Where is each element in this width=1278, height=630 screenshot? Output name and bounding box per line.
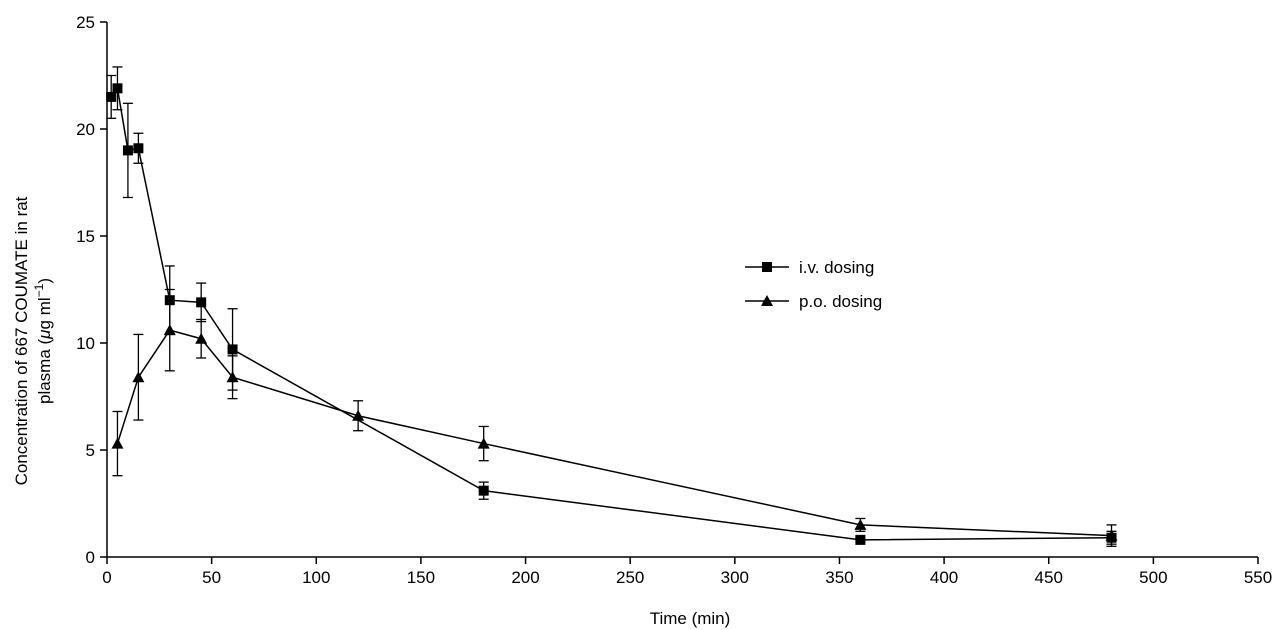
x-tick-label: 500	[1139, 568, 1167, 587]
data-point-po	[195, 332, 208, 344]
x-tick-label: 100	[302, 568, 330, 587]
legend-item-po: p.o. dosing	[745, 292, 882, 311]
x-tick-label: 250	[616, 568, 644, 587]
data-point-po	[132, 371, 145, 383]
x-tick-label: 150	[407, 568, 435, 587]
data-point-po	[1105, 529, 1118, 541]
legend-label-po: p.o. dosing	[799, 292, 882, 311]
data-point-iv	[196, 297, 207, 308]
data-point-iv	[478, 485, 489, 496]
data-point-po	[226, 371, 239, 383]
legend-marker-po	[761, 295, 773, 306]
y-tick-label: 5	[86, 441, 95, 460]
y-axis-title: Concentration of 667 COUMATE in rat plas…	[12, 196, 54, 485]
y-axis-title-line1: Concentration of 667 COUMATE in rat	[12, 196, 31, 485]
y-tick-label: 20	[76, 120, 95, 139]
data-point-iv	[106, 91, 117, 102]
data-point-iv	[227, 344, 238, 355]
data-point-po	[477, 437, 490, 449]
x-tick-label: 300	[721, 568, 749, 587]
y-tick-label: 25	[76, 13, 95, 32]
data-point-iv	[855, 534, 866, 545]
series-po	[111, 288, 1118, 547]
series-line-iv	[110, 86, 1112, 541]
x-tick-label: 400	[930, 568, 958, 587]
data-point-iv	[112, 83, 123, 94]
x-axis-title: Time (min)	[650, 609, 731, 628]
legend-label-iv: i.v. dosing	[799, 258, 874, 277]
y-axis-title-line2: plasma (μg ml−1)	[32, 278, 54, 404]
data-point-iv	[122, 145, 133, 156]
legend: i.v. dosing p.o. dosing	[745, 258, 882, 311]
y-tick-label: 0	[86, 548, 95, 567]
legend-item-iv: i.v. dosing	[745, 258, 874, 277]
data-point-po	[111, 437, 124, 449]
x-tick-label: 450	[1035, 568, 1063, 587]
data-point-po	[352, 409, 365, 421]
y-axis-ticks: 0 5 10 15 20 25	[76, 13, 107, 567]
x-tick-label: 200	[511, 568, 539, 587]
y-tick-label: 15	[76, 227, 95, 246]
legend-marker-iv	[762, 262, 772, 272]
series-layer	[106, 66, 1118, 547]
data-point-po	[163, 324, 176, 336]
series-iv	[106, 66, 1117, 545]
data-point-iv	[133, 143, 144, 154]
x-tick-label: 50	[202, 568, 221, 587]
series-line-po	[116, 329, 1112, 537]
x-tick-label: 0	[102, 568, 111, 587]
x-tick-label: 350	[825, 568, 853, 587]
x-axis-ticks: 0 50 100 150 200 250 300 350 400 450 500 550	[102, 557, 1272, 587]
data-point-po	[854, 518, 867, 530]
x-tick-label: 550	[1244, 568, 1272, 587]
y-tick-label: 10	[76, 334, 95, 353]
